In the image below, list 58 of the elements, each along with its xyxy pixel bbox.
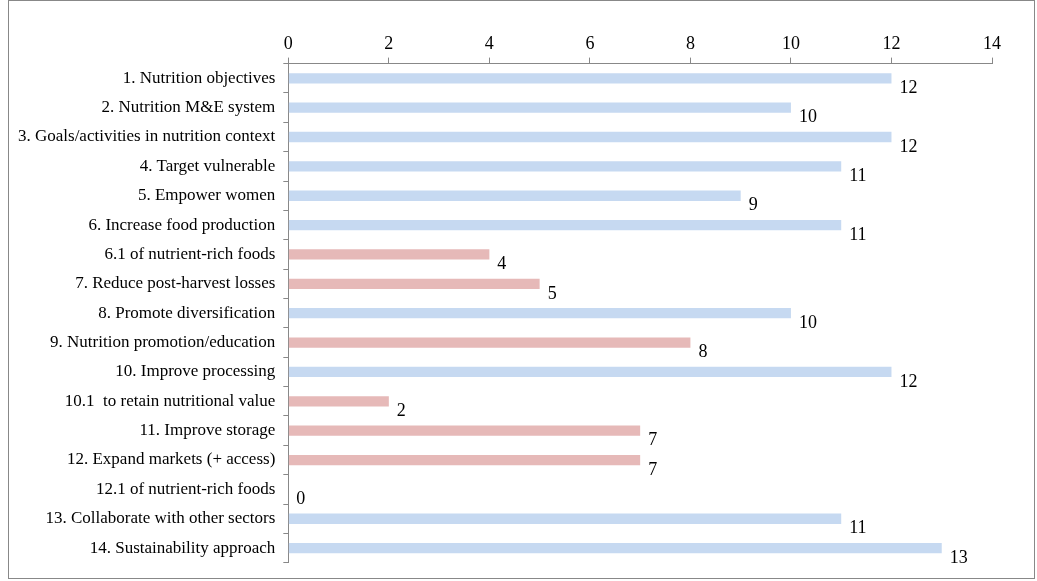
data-label: 2: [396, 400, 406, 421]
x-tick-label: 6: [585, 32, 595, 53]
y-tick-label: 5. Empower women: [137, 185, 276, 205]
data-label: 5: [547, 282, 557, 303]
y-tick-label: 3. Goals/activities in nutrition context: [17, 126, 276, 146]
bar: [288, 161, 842, 172]
y-tick-label: 10.1 to retain nutritional value: [64, 390, 276, 410]
y-tick-label: 10. Improve processing: [115, 361, 276, 381]
x-tick-label: 12: [882, 32, 901, 53]
bar: [288, 454, 641, 466]
y-tick-label: 2. Nutrition M&E system: [101, 97, 276, 117]
data-label: 11: [849, 165, 867, 186]
data-label: 12: [899, 370, 918, 391]
bar: [288, 102, 791, 113]
data-label: 10: [798, 311, 817, 332]
data-label: 12: [899, 135, 918, 156]
bar: [288, 513, 842, 524]
y-tick-label: 4. Target vulnerable: [139, 155, 276, 175]
data-label: 12: [899, 77, 918, 98]
y-tick-label: 1. Nutrition objectives: [122, 67, 276, 87]
x-tick-label: 4: [484, 32, 494, 53]
bar: [288, 278, 540, 289]
bar: [288, 131, 892, 143]
data-label: 11: [849, 223, 867, 244]
bar: [288, 337, 691, 348]
y-tick-label: 13. Collaborate with other sectors: [45, 508, 276, 528]
y-tick-label: 8. Promote diversification: [98, 302, 276, 322]
x-tick-label: 10: [781, 32, 800, 53]
bar: [288, 542, 942, 554]
y-tick-label: 12. Expand markets (+ access): [66, 449, 276, 469]
x-tick-label: 0: [283, 32, 293, 53]
y-tick-label: 7. Reduce post-harvest losses: [75, 273, 276, 293]
data-label: 13: [949, 546, 968, 567]
bar: [288, 219, 842, 231]
x-tick-label: 14: [983, 32, 1001, 53]
data-label: 8: [698, 341, 708, 362]
y-tick-label: 6.1 of nutrient-rich foods: [104, 243, 276, 263]
bar: [288, 308, 791, 319]
y-tick-label: 12.1 of nutrient-rich foods: [95, 478, 276, 498]
data-label: 0: [296, 488, 306, 509]
bar: [288, 425, 641, 436]
data-label: 9: [748, 194, 758, 215]
data-label: 11: [849, 517, 867, 538]
bar: [288, 249, 490, 260]
bar: [288, 190, 741, 201]
bar: [288, 73, 892, 84]
y-tick-label: 11. Improve storage: [139, 420, 276, 440]
data-label: 7: [648, 458, 658, 479]
x-tick-label: 2: [384, 32, 394, 53]
bar: [288, 366, 892, 378]
y-tick-label: 14. Sustainability approach: [89, 537, 276, 557]
y-tick-label: 9. Nutrition promotion/education: [50, 332, 276, 352]
x-tick-label: 8: [685, 32, 695, 53]
data-label: 7: [648, 429, 658, 450]
bar: [288, 396, 389, 407]
data-label: 4: [497, 253, 507, 274]
y-tick-label: 6. Increase food production: [88, 214, 276, 234]
data-label: 10: [798, 106, 817, 127]
